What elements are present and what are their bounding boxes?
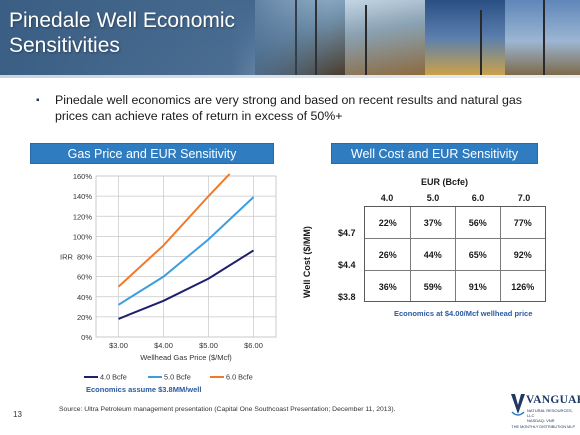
chart-series-line [117, 196, 255, 306]
header-banner: Pinedale Well Economic Sensitivities [0, 0, 580, 75]
header-photo-rig [345, 0, 425, 75]
chart-x-tick-label: $4.00 [154, 341, 173, 350]
chart-series-line [117, 173, 231, 288]
chart-y-tick-label: 60% [77, 273, 92, 282]
logo-subtitle-line: NATURAL RESOURCES, LLC [527, 408, 573, 418]
table-column-title: EUR (Bcfe) [421, 177, 469, 187]
table-row-title: Well Cost ($/MM) [302, 226, 312, 298]
table-col-header: 5.0 [426, 193, 440, 203]
table-col-header: 4.0 [380, 193, 394, 203]
chart-y-tick-label: 40% [77, 293, 92, 302]
chart-y-tick-label: 100% [73, 232, 93, 241]
chart-y-tick-label: 140% [73, 192, 93, 201]
chart-x-tick-label: $3.00 [109, 341, 128, 350]
chart-x-tick-label: $6.00 [244, 341, 263, 350]
table-divider [365, 270, 545, 271]
bullet-text: Pinedale well economics are very strong … [55, 93, 522, 123]
chart-legend-label: 5.0 Bcfe [164, 373, 191, 382]
table-divider [410, 207, 411, 301]
bullet-marker: ▪ [36, 95, 40, 106]
table-cell: 65% [468, 250, 487, 260]
chart-y-tick-label: 0% [81, 333, 92, 342]
header-shade [0, 0, 330, 75]
page-number: 13 [13, 410, 22, 419]
logo-name: VANGUARD [526, 394, 580, 406]
table-cell: 56% [468, 218, 487, 228]
table-cell: 59% [423, 282, 442, 292]
right-panel-title: Well Cost and EUR Sensitivity [331, 143, 538, 164]
table-cell: 22% [378, 218, 397, 228]
table-divider [500, 207, 501, 301]
chart-x-axis-label: Wellhead Gas Price ($/Mcf) [140, 353, 232, 362]
header-photo-derrick [505, 0, 580, 75]
chart-y-tick-label: 120% [73, 212, 93, 221]
table-cell: 126% [511, 282, 535, 292]
table-cell: 36% [378, 282, 397, 292]
chart-y-axis-label: IRR [60, 253, 74, 262]
chart-y-tick-label: 160% [73, 172, 93, 181]
table-divider [455, 207, 456, 301]
chart-y-tick-label: 20% [77, 313, 92, 322]
table-cell: 77% [513, 218, 532, 228]
sensitivity-table: 22% 37% 56% 77% 26% 44% 65% 92% 36% 59% … [364, 206, 546, 302]
table-row-header: $4.4 [338, 260, 356, 270]
chart-x-tick-label: $5.00 [199, 341, 218, 350]
page-title: Pinedale Well Economic Sensitivities [9, 9, 236, 57]
table-row-header: $4.7 [338, 228, 356, 238]
logo-subtitle-line: NASDAQ: VNR [527, 418, 555, 423]
chart-y-tick-label: 80% [77, 253, 92, 262]
vanguard-logo: VANGUARD NATURAL RESOURCES, LLC NASDAQ: … [509, 392, 580, 432]
left-panel-title: Gas Price and EUR Sensitivity [30, 143, 274, 164]
table-cell: 26% [378, 250, 397, 260]
chart-legend-label: 6.0 Bcfe [226, 373, 253, 382]
logo-mark-icon [511, 394, 525, 416]
chart-legend-label: 4.0 Bcfe [100, 373, 127, 382]
chart-note: Economics assume $3.8MM/well [86, 385, 201, 392]
logo-subtitle: NATURAL RESOURCES, LLC NASDAQ: VNR [527, 408, 575, 423]
table-row-header: $3.8 [338, 292, 356, 302]
source-note: Source: Ultra Petroleum management prese… [59, 406, 396, 413]
irr-line-chart: 0% 20% 40% 60% 80% 100% 120% 140% 160% $3.00 $4.00… [60, 172, 277, 392]
table-col-header: 7.0 [517, 193, 531, 203]
logo-tagline: THE MONTHLY DISTRIBUTION MLP [511, 425, 575, 429]
table-cell: 91% [468, 282, 487, 292]
table-cell: 44% [423, 250, 442, 260]
table-cell: 92% [513, 250, 532, 260]
table-footnote: Economics at $4.00/Mcf wellhead price [394, 309, 533, 318]
table-divider [365, 238, 545, 239]
table-cell: 37% [423, 218, 442, 228]
header-photo-field [425, 0, 505, 75]
table-col-header: 6.0 [471, 193, 485, 203]
chart-series-line [118, 249, 255, 320]
header-divider [0, 75, 580, 78]
